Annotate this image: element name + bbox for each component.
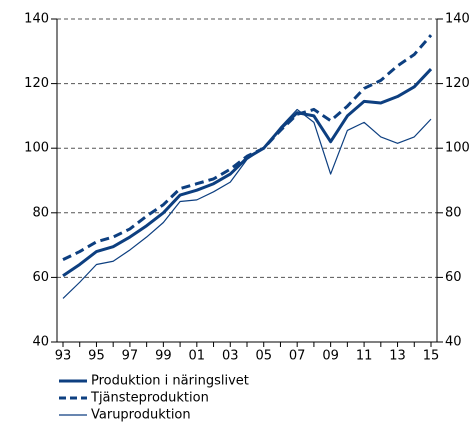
- legend-label: Produktion i näringslivet: [91, 374, 249, 389]
- legend-label: Varuproduktion: [91, 408, 191, 423]
- y-tick-label: 100: [24, 141, 49, 156]
- x-tick-label: 03: [222, 349, 239, 364]
- y-tick-label: 140: [24, 12, 49, 27]
- series-line: [62, 68, 433, 278]
- x-tick-label: 05: [255, 349, 272, 364]
- x-tick-label: 11: [356, 349, 373, 364]
- x-tick-label: 15: [423, 349, 440, 364]
- x-tick-label: 97: [122, 349, 139, 364]
- x-tick-label: 07: [289, 349, 306, 364]
- y-tick-label: 120: [24, 76, 49, 91]
- x-tick-label: 93: [55, 349, 72, 364]
- y-tick-label: 80: [32, 205, 49, 220]
- y2-tick-label: 60: [445, 270, 462, 285]
- x-tick-label: 13: [389, 349, 406, 364]
- y2-tick-label: 140: [445, 12, 470, 27]
- x-tick-label: 99: [155, 349, 172, 364]
- series-line: [62, 108, 432, 299]
- y2-tick-label: 120: [445, 76, 470, 91]
- legend-label: Tjänsteproduktion: [90, 391, 209, 406]
- y2-tick-label: 100: [445, 141, 470, 156]
- x-tick-label: 09: [322, 349, 339, 364]
- y2-tick-label: 80: [445, 205, 462, 220]
- y2-tick-label: 40: [445, 335, 462, 350]
- y-tick-label: 40: [32, 335, 49, 350]
- y-tick-label: 60: [32, 270, 49, 285]
- x-tick-label: 95: [88, 349, 105, 364]
- series-line: [62, 34, 433, 261]
- x-tick-label: 01: [189, 349, 206, 364]
